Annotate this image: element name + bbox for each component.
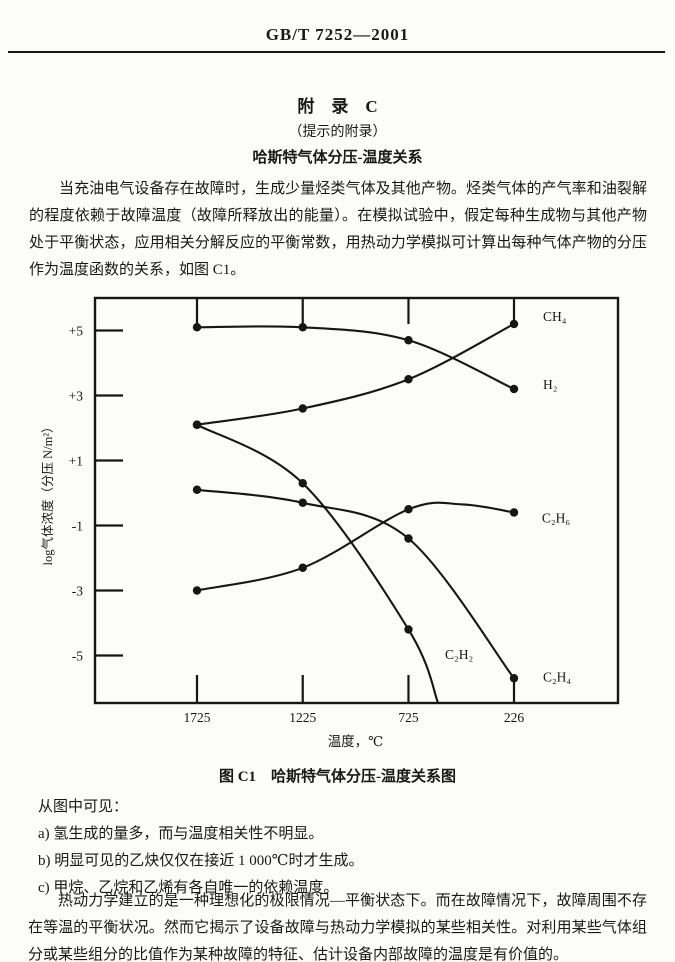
y-tick-label: +5 [69,324,84,339]
curve-c2h6 [195,501,516,592]
data-point-h2 [509,384,519,394]
data-point-ch4 [509,319,519,329]
data-point-c2h2 [404,625,413,634]
data-point-c2h6 [509,508,519,517]
data-point-c2h4 [192,485,202,494]
observation-item-c: c) 甲烷、乙烷和乙烯有各自唯一的依赖温度。 [38,880,339,896]
x-tick-label: 1225 [289,710,316,725]
data-point-c2h4 [509,674,519,683]
data-point-h2 [192,323,202,332]
x-tick-label: 226 [504,710,525,725]
data-point-c2h6 [192,586,202,595]
curve-c2h4 [195,488,516,680]
doc-number: GB/T 7252—2001 [265,25,410,44]
data-point-ch4 [404,375,413,384]
curve-ch4 [195,322,516,426]
y-tick-label: +3 [69,389,84,404]
appendix-heading: 哈斯特气体分压-温度关系 [252,150,423,166]
curve-h2 [195,325,516,391]
plot-border [93,296,620,705]
y-axis-label: log气体浓度（分压 N/m²） [40,420,55,565]
x-tick-label: 725 [398,710,419,725]
series-label-c2h6: C₂H₆ [542,510,570,525]
x-axis-label: 温度，℃ [328,734,384,749]
observation-item-b: b) 明显可见的乙炔仅仅在接近 1 000℃时才生成。 [38,853,364,869]
x-tick-label: 1725 [184,710,211,725]
observation-item-a: a) 氢生成的量多，而与温度相关性不明显。 [38,826,324,842]
y-tick-label: -3 [72,584,83,599]
appendix-subtitle: （提示的附录） [288,125,387,140]
y-tick-label: -5 [72,649,83,664]
data-point-c2h2 [192,420,202,429]
closing-paragraph: 热动力学建立的是一种理想化的极限情况—平衡状态下。而在故障情况下，故障周围不存在… [28,893,647,962]
series-label-c2h4: C₂H₄ [543,670,571,685]
appendix-title: 附 录 C [297,97,378,116]
data-point-ch4 [298,404,307,413]
observations-lead: 从图中可见： [38,799,129,815]
y-tick-label: -1 [72,519,83,534]
data-point-c2h6 [404,505,413,514]
curve-c2h2 [195,423,440,705]
figure-caption: 图 C1 哈斯特气体分压-温度关系图 [218,769,457,785]
data-point-c2h4 [404,534,413,543]
intro-paragraph: 当充油电气设备存在故障时，生成少量烃类气体及其他产物。烃类气体的产气率和油裂解的… [29,181,647,278]
data-point-h2 [404,336,413,345]
data-point-h2 [298,323,307,332]
data-point-c2h2 [298,479,307,488]
series-label-h2: H₂ [543,377,557,392]
header-rule [8,51,665,53]
data-point-c2h6 [298,563,307,572]
y-tick-label: +1 [69,454,83,469]
series-label-ch4: CH₄ [543,309,567,324]
series-label-c2h2: C₂H₂ [445,647,473,662]
data-point-c2h4 [298,498,307,507]
